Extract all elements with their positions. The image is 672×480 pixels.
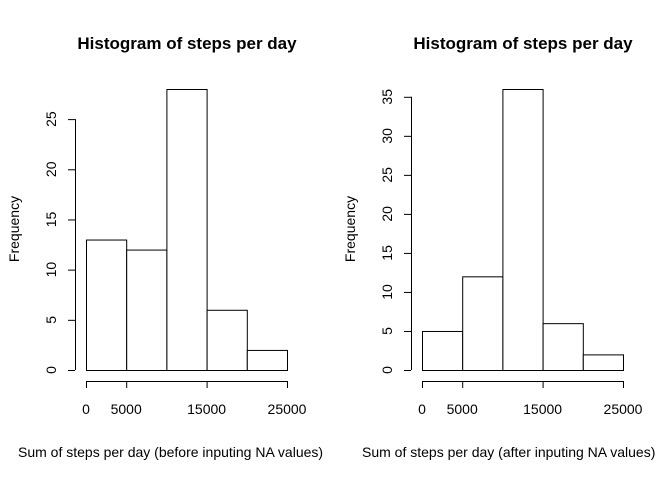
y-tick-label: 0	[379, 366, 395, 374]
x-tick-label: 25000	[268, 401, 307, 417]
y-tick-label: 20	[379, 206, 395, 222]
x-tick-label: 25000	[604, 401, 643, 417]
x-tick-label: 5000	[111, 401, 142, 417]
y-axis: 0 5 10 15 20 25	[43, 111, 76, 374]
histogram-bar	[246, 349, 289, 371]
histogram-bar	[206, 309, 248, 371]
y-tick-label: 20	[43, 161, 59, 177]
chart-title: Histogram of steps per day	[413, 34, 633, 53]
y-tick-label: 5	[43, 316, 59, 324]
y-tick-label: 15	[43, 211, 59, 227]
histogram-bar	[462, 276, 504, 372]
y-tick-label: 10	[379, 284, 395, 300]
histogram-bar	[582, 354, 624, 371]
x-tick-label: 0	[82, 401, 90, 417]
y-axis-label: Frequency	[342, 196, 358, 262]
x-tick-label: 15000	[523, 401, 562, 417]
histogram-before-panel: Histogram of steps per day Frequency Sum…	[6, 34, 323, 460]
x-axis: 0 5000 15000 25000	[418, 381, 643, 417]
x-tick-label: 0	[418, 401, 426, 417]
histogram-bar	[126, 249, 168, 371]
histogram-bar	[422, 330, 464, 372]
y-tick-label: 25	[379, 167, 395, 183]
y-tick-label: 35	[379, 89, 395, 105]
x-axis-label: Sum of steps per day (after inputing NA …	[362, 444, 655, 460]
y-tick-label: 25	[43, 111, 59, 127]
y-axis-label: Frequency	[6, 196, 22, 262]
y-axis: 0 5 10 15 20 25 30 35	[379, 89, 412, 374]
x-axis-label: Sum of steps per day (before inputing NA…	[18, 444, 323, 460]
x-tick-label: 5000	[447, 401, 478, 417]
histogram-after-panel: Histogram of steps per day Frequency Sum…	[342, 34, 655, 460]
histogram-bar	[542, 323, 584, 371]
chart-title: Histogram of steps per day	[77, 34, 297, 53]
x-axis: 0 5000 15000 25000	[82, 381, 307, 417]
y-tick-label: 10	[43, 262, 59, 278]
bars	[422, 89, 624, 372]
y-tick-label: 30	[379, 128, 395, 144]
histogram-bar	[86, 239, 128, 371]
y-tick-label: 5	[379, 327, 395, 335]
histogram-bar	[502, 89, 544, 371]
histogram-bar	[166, 89, 208, 371]
y-tick-label: 15	[379, 245, 395, 261]
bars	[86, 89, 289, 371]
x-tick-label: 15000	[187, 401, 226, 417]
y-tick-label: 0	[43, 366, 59, 374]
